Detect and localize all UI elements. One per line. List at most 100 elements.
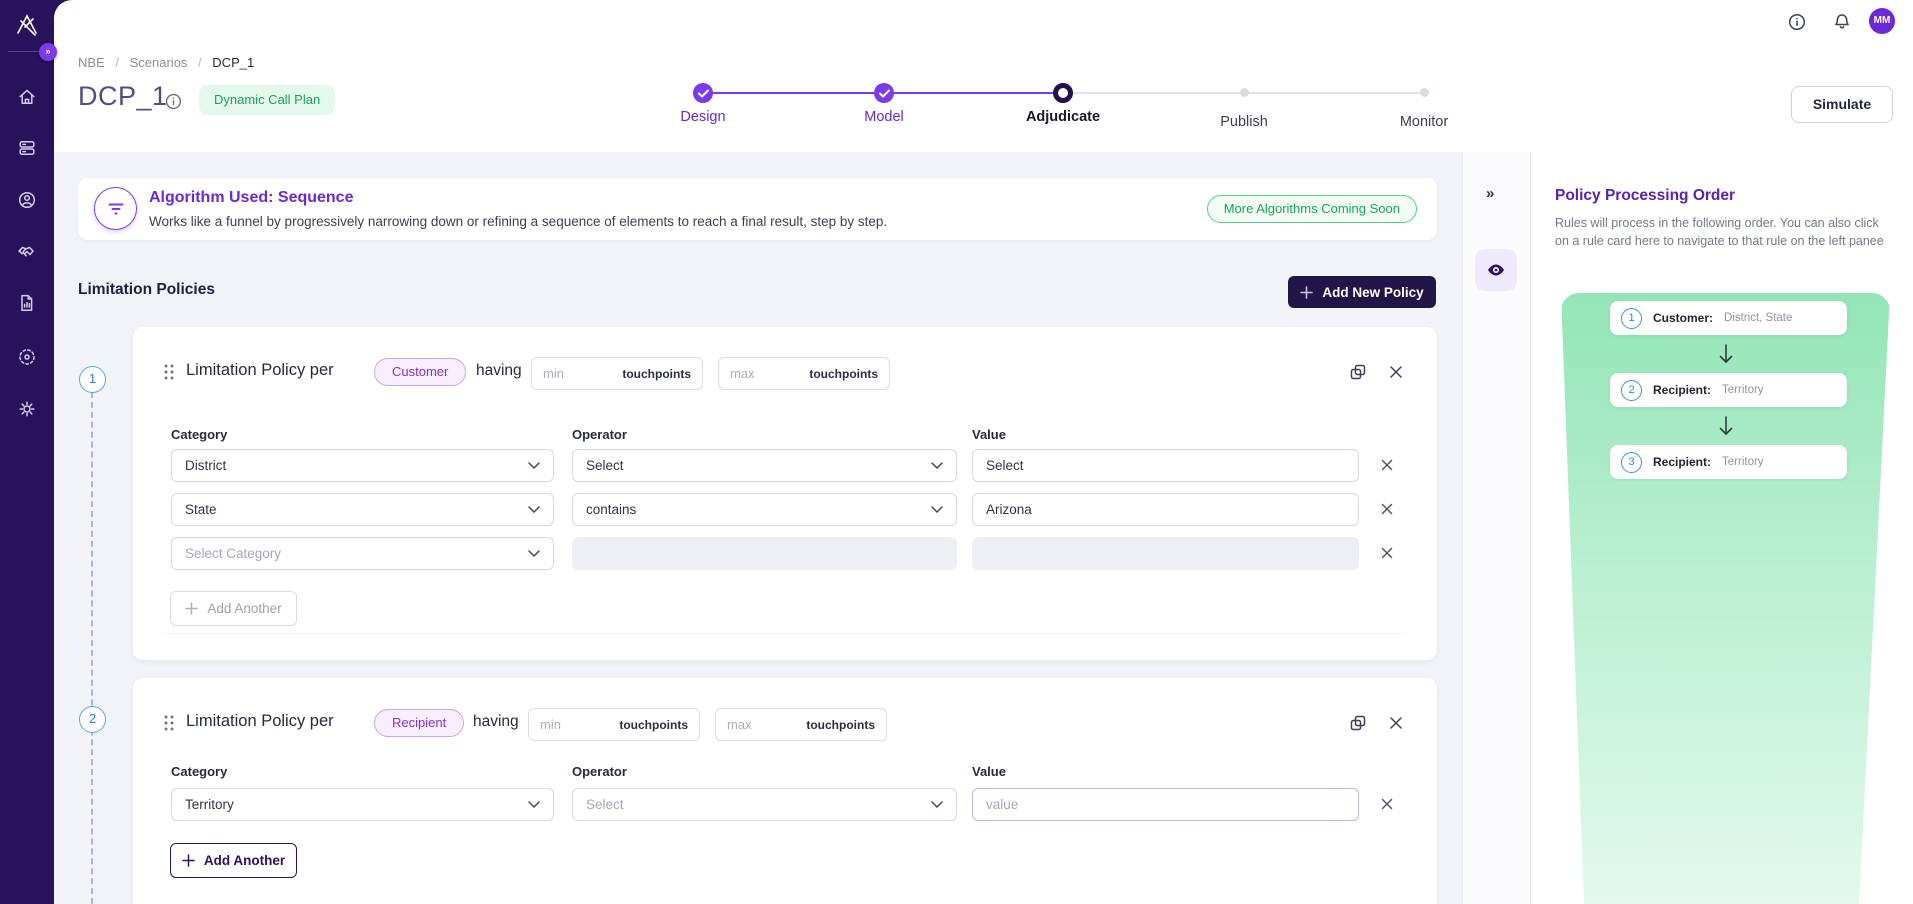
min-touchpoints-input[interactable]: [540, 717, 620, 732]
breadcrumb-separator: /: [115, 55, 119, 70]
category-select[interactable]: District: [171, 449, 554, 482]
policy-number-badge[interactable]: 2: [79, 706, 106, 733]
max-touchpoints-input[interactable]: [730, 366, 810, 381]
policy-card-2: Limitation Policy per Recipient having t…: [133, 678, 1437, 904]
remove-policy-icon[interactable]: [1387, 714, 1405, 732]
card-divider: [165, 633, 1405, 634]
category-select[interactable]: State: [171, 493, 554, 526]
eye-icon: [1488, 264, 1504, 276]
sidebar-item-automation[interactable]: [17, 347, 37, 367]
step-design[interactable]: Design: [633, 83, 773, 125]
step-complete-check-icon: [693, 83, 713, 103]
step-model[interactable]: Model: [814, 83, 954, 125]
value-field[interactable]: Arizona: [972, 493, 1359, 526]
remove-policy-icon[interactable]: [1387, 363, 1405, 381]
max-touchpoints-field[interactable]: touchpoints: [715, 708, 887, 741]
step-adjudicate[interactable]: Adjudicate: [993, 83, 1133, 125]
preview-eye-button[interactable]: [1475, 249, 1517, 291]
chevron-down-icon: [931, 462, 943, 469]
remove-row-icon[interactable]: [1379, 796, 1395, 812]
funnel-icon: [94, 187, 137, 230]
touchpoints-suffix: touchpoints: [806, 717, 875, 732]
breadcrumb-section[interactable]: Scenarios: [129, 55, 188, 70]
order-card-1[interactable]: 1 Customer: District, State: [1610, 301, 1847, 335]
value-input[interactable]: [972, 788, 1359, 821]
drag-handle-icon[interactable]: [163, 363, 175, 381]
order-card-3[interactable]: 3 Recipient: Territory: [1610, 445, 1847, 479]
duplicate-policy-icon[interactable]: [1349, 363, 1367, 381]
having-label: having: [476, 362, 522, 379]
handshake-icon: [18, 246, 34, 257]
order-card-2[interactable]: 2 Recipient: Territory: [1610, 373, 1847, 407]
max-touchpoints-field[interactable]: touchpoints: [718, 357, 890, 390]
step-publish[interactable]: Publish: [1174, 83, 1314, 130]
operator-select[interactable]: contains: [572, 493, 957, 526]
app-logo[interactable]: [12, 11, 42, 39]
touchpoints-suffix: touchpoints: [809, 366, 878, 381]
sidebar-item-scenarios[interactable]: [17, 138, 37, 158]
entity-pill[interactable]: Recipient: [374, 709, 465, 737]
chevron-down-icon: [528, 506, 540, 513]
min-touchpoints-field[interactable]: touchpoints: [528, 708, 700, 741]
add-another-label: Add Another: [207, 601, 282, 616]
step-monitor[interactable]: Monitor: [1354, 83, 1494, 130]
notifications-bell-icon[interactable]: [1832, 12, 1852, 32]
remove-row-icon[interactable]: [1379, 457, 1395, 473]
operator-column-label: Operator: [572, 427, 627, 442]
title-info-icon[interactable]: [164, 92, 183, 111]
step-label: Model: [864, 109, 904, 125]
more-algorithms-pill[interactable]: More Algorithms Coming Soon: [1206, 195, 1417, 223]
collapse-panel-icon[interactable]: »: [1486, 185, 1494, 202]
breadcrumb: NBE / Scenarios / DCP_1: [78, 55, 254, 70]
algorithm-banner: Algorithm Used: Sequence Works like a fu…: [78, 178, 1437, 240]
help-info-icon[interactable]: [1787, 12, 1807, 32]
add-new-policy-button[interactable]: Add New Policy: [1288, 276, 1436, 308]
operator-field-disabled: [572, 537, 957, 570]
value-field-text: Arizona: [986, 502, 1032, 517]
category-select-placeholder: Select Category: [185, 546, 282, 561]
add-another-button-disabled[interactable]: Add Another: [170, 591, 297, 626]
max-touchpoints-input[interactable]: [727, 717, 807, 732]
sidebar-divider: [8, 51, 42, 52]
order-number-badge: 3: [1621, 451, 1642, 473]
entity-pill[interactable]: Customer: [374, 358, 467, 386]
document-chart-icon: [21, 294, 33, 311]
drag-handle-icon[interactable]: [163, 714, 175, 732]
order-entity-label: Recipient:: [1653, 455, 1712, 469]
chevron-down-icon: [931, 506, 943, 513]
simulate-button[interactable]: Simulate: [1791, 86, 1893, 123]
step-label: Monitor: [1399, 114, 1449, 130]
breadcrumb-root[interactable]: NBE: [78, 55, 105, 70]
order-categories: Territory: [1722, 384, 1764, 396]
policy-number-badge[interactable]: 1: [79, 366, 106, 393]
step-label: Design: [680, 109, 726, 125]
operator-select[interactable]: Select: [572, 788, 957, 821]
sidebar-item-customers[interactable]: [17, 190, 37, 210]
sidebar-item-partnerships[interactable]: [17, 242, 37, 262]
sidebar: [0, 0, 54, 904]
sidebar-item-reports[interactable]: [17, 293, 37, 313]
sidebar-expand-button[interactable]: »: [39, 43, 57, 61]
down-arrow-icon: [1717, 343, 1735, 365]
breadcrumb-separator: /: [198, 55, 202, 70]
stack-icon: [19, 141, 35, 155]
remove-row-icon[interactable]: [1379, 545, 1395, 561]
order-number-badge: 1: [1621, 307, 1642, 329]
value-column-label: Value: [972, 764, 1006, 779]
min-touchpoints-input[interactable]: [543, 366, 623, 381]
category-select[interactable]: Select Category: [171, 537, 554, 570]
operator-select[interactable]: Select: [572, 449, 957, 482]
sidebar-item-home[interactable]: [17, 87, 37, 107]
min-touchpoints-field[interactable]: touchpoints: [531, 357, 703, 390]
sidebar-item-settings[interactable]: [17, 399, 37, 419]
add-another-button[interactable]: Add Another: [170, 843, 297, 878]
step-label: Adjudicate: [1025, 109, 1101, 125]
duplicate-policy-icon[interactable]: [1349, 714, 1367, 732]
value-field[interactable]: Select: [972, 449, 1359, 482]
category-select[interactable]: Territory: [171, 788, 554, 821]
chevron-down-icon: [528, 462, 540, 469]
add-another-label: Add Another: [203, 853, 286, 868]
remove-row-icon[interactable]: [1379, 501, 1395, 517]
home-icon: [19, 89, 35, 104]
user-avatar[interactable]: MM: [1869, 8, 1895, 34]
